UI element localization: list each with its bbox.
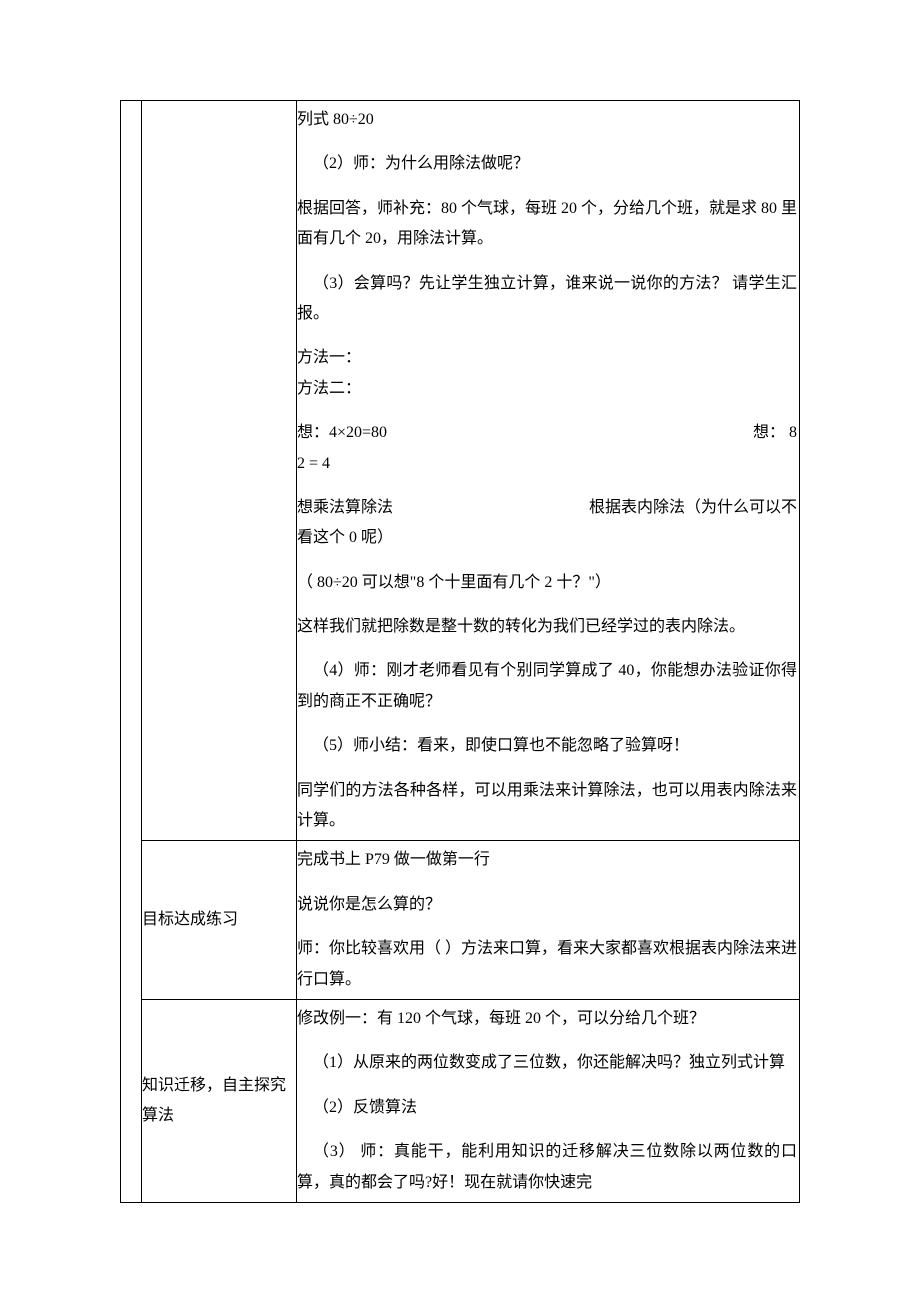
text-line: 完成书上 P79 做一做第一行 xyxy=(297,845,797,875)
text-line: 看这个 0 呢） xyxy=(297,523,797,553)
text-row: 想：4×20=80 想： 8 xyxy=(297,418,797,448)
text-line: 修改例一：有 120 个气球，每班 20 个，可以分给几个班？ xyxy=(297,1004,797,1034)
text-line: 列式 80÷20 xyxy=(297,105,797,135)
text-line: （5）师小结：看来，即使口算也不能忽略了验算呀！ xyxy=(297,731,797,761)
col3-cell: 列式 80÷20 （2）师：为什么用除法做呢？ 根据回答，师补充：80 个气球，… xyxy=(297,101,800,841)
text-row: 想乘法算除法 根据表内除法（为什么可以不 xyxy=(297,493,797,523)
col2-cell xyxy=(142,101,297,841)
text-line: 2 = 4 xyxy=(297,449,797,479)
text-line: 同学们的方法各种各样，可以用乘法来计算除法，也可以用表内除法来计算。 xyxy=(297,776,797,837)
text-line: （2）师：为什么用除法做呢？ xyxy=(297,149,797,179)
text-left: 想：4×20=80 xyxy=(297,418,387,448)
text-line: 说说你是怎么算的？ xyxy=(297,890,797,920)
table-row: 目标达成练习 完成书上 P79 做一做第一行 说说你是怎么算的？ 师：你比较喜欢… xyxy=(121,841,800,1000)
col1-cell xyxy=(121,101,142,1203)
text-line: 这样我们就把除数是整十数的转化为我们已经学过的表内除法。 xyxy=(297,612,797,642)
text-right: 想： 8 xyxy=(753,418,797,448)
page-container: 列式 80÷20 （2）师：为什么用除法做呢？ 根据回答，师补充：80 个气球，… xyxy=(0,0,920,1303)
text-left: 想乘法算除法 xyxy=(297,493,393,523)
text-line: 方法一： xyxy=(297,343,797,373)
table-row: 知识迁移，自主探究算法 修改例一：有 120 个气球，每班 20 个，可以分给几… xyxy=(121,999,800,1202)
text-right: 根据表内除法（为什么可以不 xyxy=(589,493,797,523)
text-line: （3） 师：真能干，能利用知识的迁移解决三位数除以两位数的口算，真的都会了吗?好… xyxy=(297,1137,797,1198)
text-line: （1）从原来的两位数变成了三位数，你还能解决吗？独立列式计算 xyxy=(297,1048,797,1078)
col3-cell: 修改例一：有 120 个气球，每班 20 个，可以分给几个班？ （1）从原来的两… xyxy=(297,999,800,1202)
col2-cell: 知识迁移，自主探究算法 xyxy=(142,999,297,1202)
text-line: 方法二： xyxy=(297,374,797,404)
col2-cell: 目标达成练习 xyxy=(142,841,297,1000)
text-line: 根据回答，师补充：80 个气球，每班 20 个，分给几个班，就是求 80 里面有… xyxy=(297,194,797,255)
table-row: 列式 80÷20 （2）师：为什么用除法做呢？ 根据回答，师补充：80 个气球，… xyxy=(121,101,800,841)
col3-cell: 完成书上 P79 做一做第一行 说说你是怎么算的？ 师：你比较喜欢用（ ）方法来… xyxy=(297,841,800,1000)
text-line: （4）师：刚才老师看见有个别同学算成了 40，你能想办法验证你得到的商正不正确呢… xyxy=(297,656,797,717)
text-line: （ 80÷20 可以想"8 个十里面有几个 2 十？"） xyxy=(297,568,797,598)
text-line: （2）反馈算法 xyxy=(297,1093,797,1123)
lesson-table: 列式 80÷20 （2）师：为什么用除法做呢？ 根据回答，师补充：80 个气球，… xyxy=(120,100,800,1203)
text-line: 师：你比较喜欢用（ ）方法来口算，看来大家都喜欢根据表内除法来进行口算。 xyxy=(297,934,797,995)
text-line: （3）会算吗？先让学生独立计算，谁来说一说你的方法？ 请学生汇报。 xyxy=(297,269,797,330)
